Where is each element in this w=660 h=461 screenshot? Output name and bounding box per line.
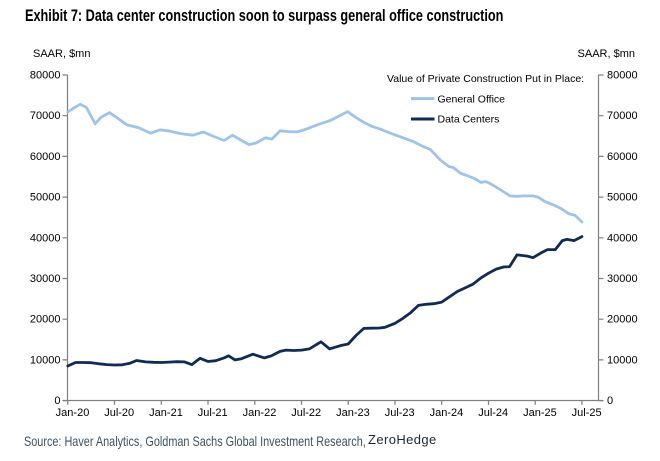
svg-text:Jul-25: Jul-25 xyxy=(572,407,602,419)
svg-text:Jul-23: Jul-23 xyxy=(385,407,415,419)
svg-text:Jan-23: Jan-23 xyxy=(336,407,370,419)
svg-text:60000: 60000 xyxy=(30,151,61,163)
svg-text:Jul-24: Jul-24 xyxy=(478,407,508,419)
svg-text:Jan-22: Jan-22 xyxy=(243,407,277,419)
svg-text:40000: 40000 xyxy=(30,232,61,244)
svg-text:Value of Private Construction: Value of Private Construction Put in Pla… xyxy=(387,73,584,85)
svg-text:10000: 10000 xyxy=(30,354,61,366)
svg-text:80000: 80000 xyxy=(30,70,61,82)
svg-text:Jan-25: Jan-25 xyxy=(523,407,557,419)
svg-text:0: 0 xyxy=(54,395,60,407)
svg-text:70000: 70000 xyxy=(607,110,638,122)
svg-text:Jan-21: Jan-21 xyxy=(149,407,183,419)
svg-text:Jul-20: Jul-20 xyxy=(104,407,134,419)
svg-text:60000: 60000 xyxy=(607,151,638,163)
svg-text:30000: 30000 xyxy=(30,273,61,285)
svg-text:General Office: General Office xyxy=(438,93,506,105)
svg-text:SAAR, $mn: SAAR, $mn xyxy=(578,48,635,60)
svg-text:70000: 70000 xyxy=(30,110,61,122)
svg-text:Jul-21: Jul-21 xyxy=(198,407,228,419)
svg-text:80000: 80000 xyxy=(607,70,638,82)
svg-text:20000: 20000 xyxy=(30,314,61,326)
svg-text:SAAR, $mn: SAAR, $mn xyxy=(33,48,90,60)
svg-text:Jan-24: Jan-24 xyxy=(430,407,464,419)
svg-text:50000: 50000 xyxy=(30,192,61,204)
svg-text:50000: 50000 xyxy=(607,192,638,204)
svg-text:30000: 30000 xyxy=(607,273,638,285)
svg-text:20000: 20000 xyxy=(607,314,638,326)
svg-text:0: 0 xyxy=(607,395,613,407)
svg-text:Jul-22: Jul-22 xyxy=(291,407,321,419)
svg-text:Data Centers: Data Centers xyxy=(438,114,500,126)
svg-text:Jan-20: Jan-20 xyxy=(56,407,90,419)
svg-text:40000: 40000 xyxy=(607,232,638,244)
svg-text:10000: 10000 xyxy=(607,354,638,366)
